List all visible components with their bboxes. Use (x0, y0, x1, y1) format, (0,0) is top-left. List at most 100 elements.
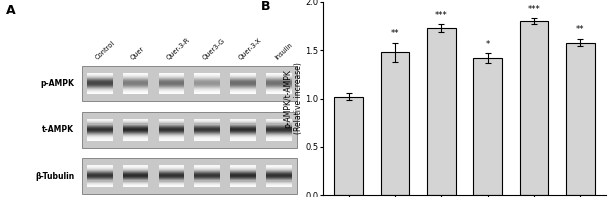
Bar (82, 112, 297, 148)
Bar (122, 176, 149, 177)
Bar (122, 130, 149, 131)
Bar (122, 127, 149, 128)
Text: Control: Control (94, 40, 116, 61)
Bar (194, 179, 220, 180)
Bar (230, 75, 256, 76)
Bar (266, 122, 292, 124)
Bar (158, 131, 185, 132)
Bar (86, 138, 113, 139)
Bar (158, 92, 185, 93)
Bar (86, 124, 113, 125)
Bar (266, 173, 292, 174)
Bar (266, 182, 292, 183)
Bar (230, 174, 256, 175)
Bar (194, 76, 220, 77)
Bar (230, 83, 256, 84)
Bar (266, 76, 292, 77)
Bar (230, 84, 256, 85)
Bar (122, 186, 149, 187)
Bar (266, 86, 292, 87)
Bar (194, 182, 220, 183)
Bar (122, 79, 149, 80)
Bar (194, 120, 220, 121)
Bar (86, 78, 113, 79)
Bar (473, 58, 502, 195)
Bar (266, 119, 292, 120)
Bar (194, 88, 220, 89)
Bar (158, 175, 185, 176)
Bar (122, 169, 149, 170)
Bar (86, 166, 113, 168)
Bar (266, 83, 292, 84)
Bar (122, 184, 149, 185)
Bar (86, 93, 113, 94)
Bar (158, 178, 185, 179)
Bar (266, 136, 292, 137)
Bar (194, 173, 220, 174)
Bar (266, 87, 292, 88)
Bar (194, 83, 220, 84)
Bar (86, 184, 113, 185)
Bar (122, 175, 149, 176)
Bar (158, 177, 185, 178)
Bar (194, 134, 220, 135)
Bar (266, 93, 292, 94)
Bar (158, 81, 185, 83)
Bar (158, 74, 185, 75)
Bar (230, 172, 256, 173)
Bar (194, 122, 220, 124)
Bar (266, 120, 292, 121)
Bar (158, 120, 185, 121)
Bar (194, 89, 220, 90)
Y-axis label: p-AMPK/t-AMPK
(Relative increase): p-AMPK/t-AMPK (Relative increase) (284, 63, 303, 134)
Bar (194, 175, 220, 176)
Bar (194, 124, 220, 125)
Bar (122, 131, 149, 132)
Bar (194, 81, 220, 83)
Bar (230, 130, 256, 131)
Bar (194, 77, 220, 78)
Bar (230, 136, 256, 137)
Bar (86, 185, 113, 186)
Bar (86, 136, 113, 137)
Bar (86, 85, 113, 86)
Bar (158, 90, 185, 91)
Bar (86, 90, 113, 91)
Bar (194, 127, 220, 128)
Bar (230, 166, 256, 168)
Bar (158, 185, 185, 186)
Bar (427, 28, 456, 195)
Bar (230, 129, 256, 130)
Bar (86, 137, 113, 138)
Bar (86, 127, 113, 128)
Bar (86, 178, 113, 179)
Bar (194, 171, 220, 172)
Bar (194, 170, 220, 171)
Bar (194, 125, 220, 127)
Text: A: A (6, 4, 16, 17)
Bar (158, 133, 185, 134)
Bar (194, 121, 220, 122)
Bar (158, 135, 185, 136)
Bar (122, 93, 149, 94)
Bar (266, 130, 292, 131)
Bar (86, 133, 113, 134)
Bar (158, 87, 185, 88)
Bar (122, 172, 149, 173)
Bar (266, 169, 292, 170)
Bar (230, 138, 256, 139)
Bar (230, 89, 256, 90)
Bar (266, 74, 292, 75)
Bar (266, 80, 292, 81)
Bar (266, 179, 292, 180)
Bar (194, 172, 220, 173)
Bar (158, 83, 185, 84)
Bar (122, 177, 149, 178)
Bar (122, 178, 149, 179)
Bar (122, 170, 149, 171)
Bar (122, 185, 149, 186)
Bar (122, 174, 149, 175)
Bar (86, 186, 113, 187)
Bar (158, 176, 185, 177)
Bar (82, 158, 297, 194)
